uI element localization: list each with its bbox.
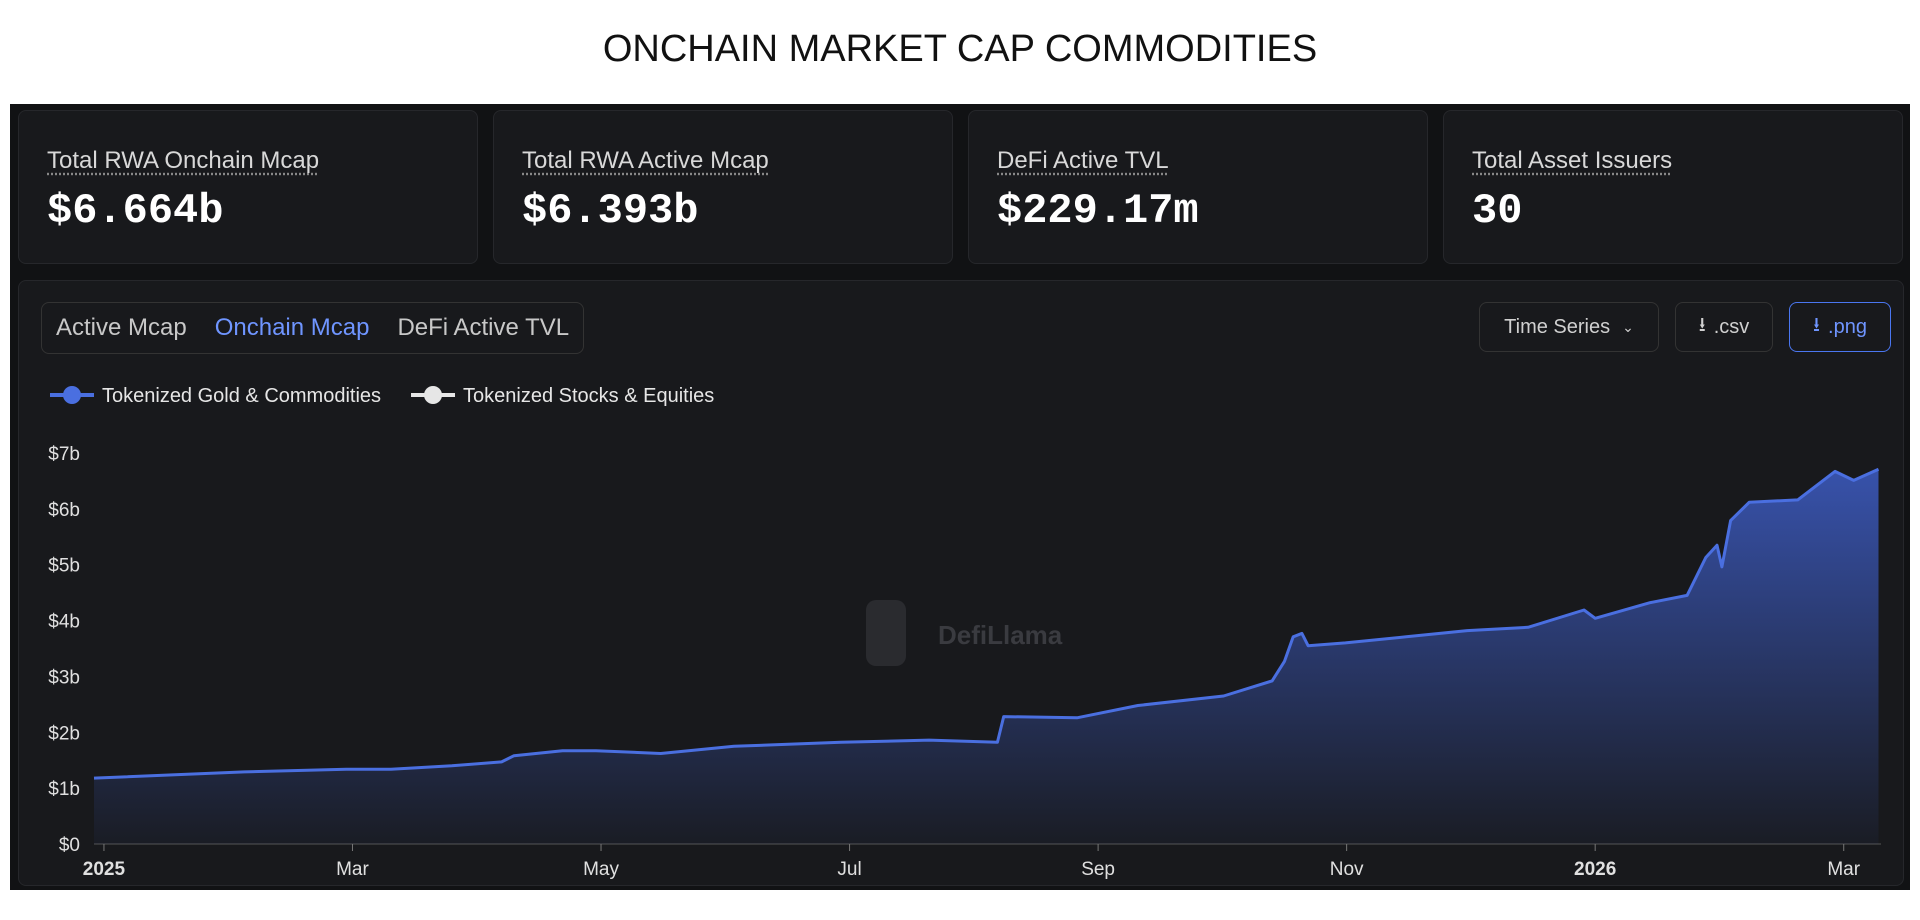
stat-value: $6.664b [47,187,224,235]
y-tick-label: $5b [48,556,80,577]
legend-marker [424,386,443,404]
stat-label: Total RWA Onchain Mcap [47,147,320,174]
x-tick-label: Mar [336,859,369,880]
button-label: Time Series [1504,315,1611,338]
y-tick-label: $7b [48,444,80,465]
tab[interactable]: Active Mcap [56,314,187,341]
y-tick-label: $4b [48,612,80,633]
dashboard: Total RWA Onchain Mcap $6.664b Total RWA A… [10,104,1910,890]
button-label: .csv [1713,315,1750,338]
x-tick-label: Nov [1330,859,1364,880]
stat-value: $229.17m [997,187,1199,235]
x-tick-label: Mar [1827,859,1860,880]
stat-card: Total Asset Issuers 30 [1443,110,1903,264]
legend-label[interactable]: Tokenized Gold & Commodities [102,385,381,407]
stat-label: DeFi Active TVL [997,147,1169,174]
stat-card: Total RWA Onchain Mcap $6.664b [18,110,478,264]
y-tick-label: $0 [59,835,80,856]
y-tick-label: $3b [48,667,80,688]
tab[interactable]: DeFi Active TVL [397,314,570,341]
y-tick-label: $2b [48,723,80,744]
watermark-logo [866,600,906,666]
chevron: ⌄ [1622,318,1634,335]
stat-value: $6.393b [522,187,699,235]
x-tick-label: 2025 [83,859,126,880]
x-tick-label: Sep [1081,859,1115,880]
stat-card: DeFi Active TVL $229.17m [968,110,1428,264]
x-tick-label: 2026 [1574,859,1616,880]
button-label: .png [1828,315,1867,338]
line [93,467,1880,780]
watermark: DefiLlama [938,620,1063,650]
x-tick-label: May [583,859,619,880]
stat-value: 30 [1472,187,1523,235]
x-tick-label: Jul [837,859,861,880]
stat-label: Total RWA Active Mcap [522,147,769,174]
page-title: ONCHAIN MARKET CAP COMMODITIES [602,28,1318,70]
tabs: Active Mcap Onchain Mcap DeFi Active TVL [41,302,585,354]
tab[interactable]: Onchain Mcap [214,314,370,341]
download-icon: ⭳ [1698,314,1706,336]
stat-label: Total Asset Issuers [1472,147,1673,174]
y-tick-label: $1b [48,779,80,800]
download-icon: ⭳ [1813,314,1821,336]
y-tick-label: $6b [48,500,80,521]
area [94,469,1879,844]
time-series-button[interactable]: Time Series ⌄ [1479,302,1659,352]
legend-marker [63,386,81,404]
stat-card: Total RWA Active Mcap $6.393b [493,110,953,264]
csv-button[interactable]: ⭳ .csv [1675,302,1773,352]
legend-label[interactable]: Tokenized Stocks & Equities [463,385,714,407]
png-button[interactable]: ⭳ .png [1789,302,1891,352]
